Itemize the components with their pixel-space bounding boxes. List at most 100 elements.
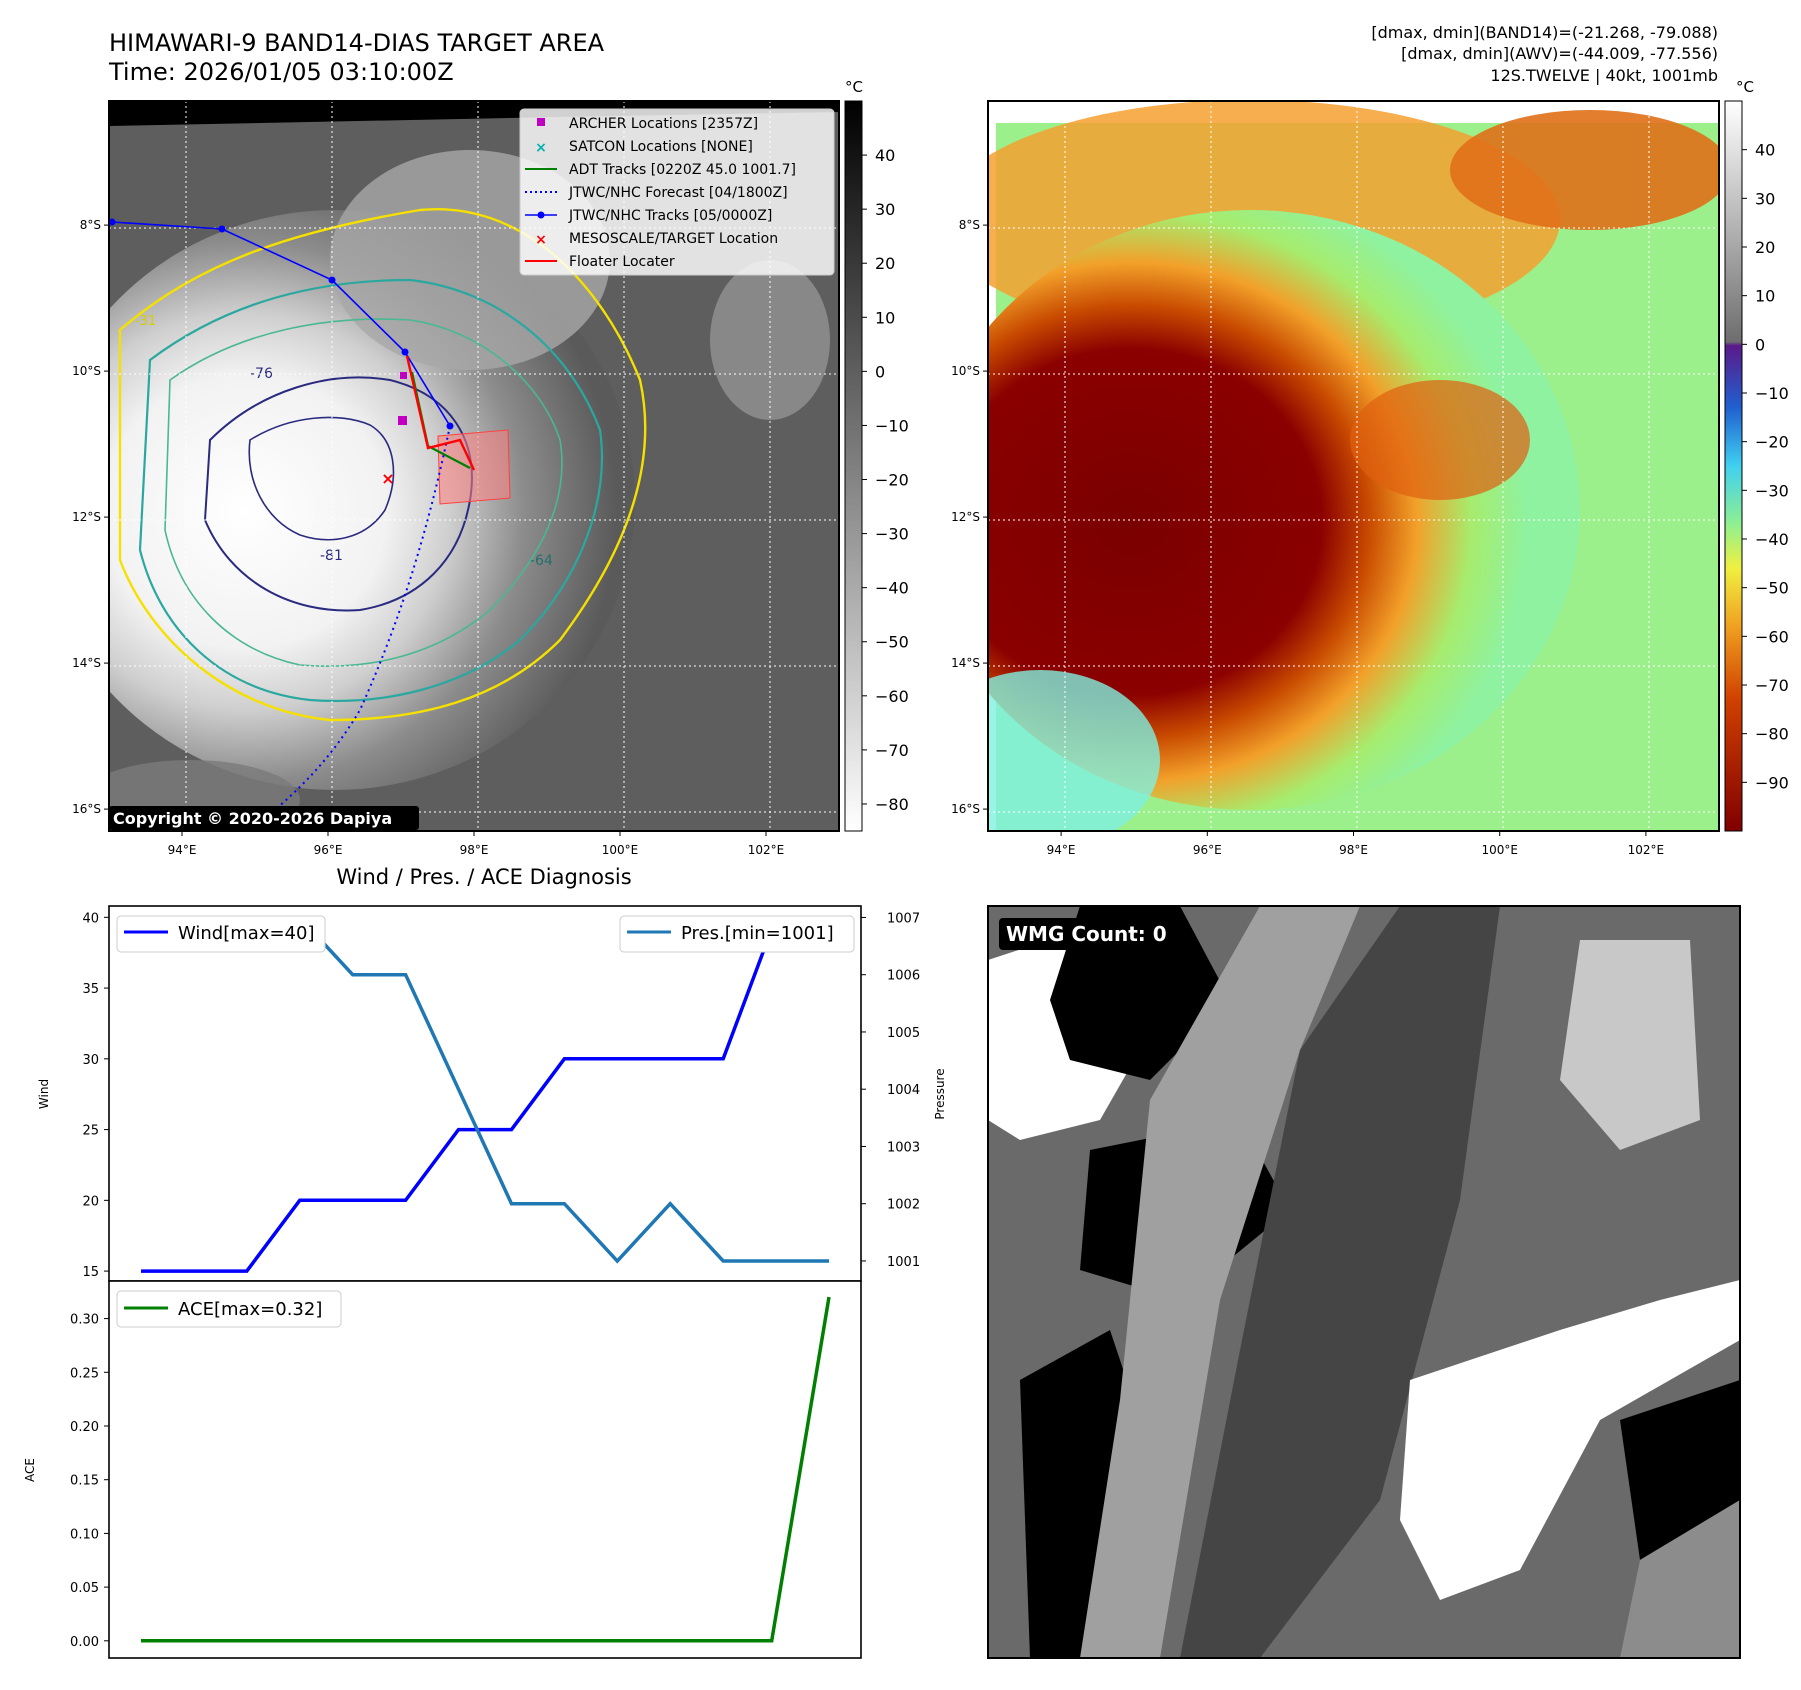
lon-tick-label: 94°E xyxy=(1047,843,1076,857)
lon-tick-label: 94°E xyxy=(168,843,197,857)
colorbar-tick-label: −10 xyxy=(1755,384,1789,403)
info-storm: 12S.TWELVE | 40kt, 1001mb xyxy=(1490,66,1718,85)
lon-tick-label: 96°E xyxy=(314,843,343,857)
wmg-count: WMG Count: 0 xyxy=(1006,922,1167,946)
wind-legend-label: Wind[max=40] xyxy=(178,923,315,944)
ace-legend-label: ACE[max=0.32] xyxy=(178,1299,322,1320)
lon-tick-label: 100°E xyxy=(602,843,639,857)
contour-label-64: -64 xyxy=(530,553,553,569)
lat-tick-label: 10°S xyxy=(72,364,101,378)
ace-series-line xyxy=(141,1296,831,1643)
info-band14: [dmax, dmin](BAND14)=(-21.268, -79.088) xyxy=(1371,23,1718,42)
ir-colorbar: °C 40 30 20 10 0 −10 −20 −30 −40 −50 −60 −70 −80 xyxy=(844,78,909,832)
wind-tick-label: 20 xyxy=(82,1194,99,1209)
pressure-tick-label: 1006 xyxy=(887,969,920,984)
lon-tick-label: 100°E xyxy=(1481,843,1518,857)
colorbar-tick-label: −20 xyxy=(875,471,909,490)
lat-tick-label: 14°S xyxy=(72,656,101,670)
lat-tick-label: 8°S xyxy=(80,218,101,232)
contour-minus-64 xyxy=(138,278,603,703)
pressure-tick-label: 1007 xyxy=(887,911,920,926)
legend-adt: ADT Tracks [0220Z 45.0 1001.7] xyxy=(569,162,796,178)
colorbar-tick-label: −80 xyxy=(1755,725,1789,744)
colorbar-tick-label: −60 xyxy=(875,687,909,706)
diagnosis-title: Wind / Pres. / ACE Diagnosis xyxy=(336,865,631,889)
legend-floater: Floater Locater xyxy=(569,254,675,270)
wmg-badge xyxy=(999,918,1179,950)
awv-core xyxy=(988,210,1580,810)
wmg-panel: WMG Count: 0 xyxy=(987,905,1741,1659)
ir-lon-ticks: 94°E 96°E 98°E 100°E 102°E xyxy=(168,831,784,857)
wind-axis-label: Wind xyxy=(37,1079,51,1109)
contour-label-81: -81 xyxy=(320,548,343,564)
colorbar-tick-label: 40 xyxy=(1755,141,1775,160)
lon-tick-label: 98°E xyxy=(1339,843,1368,857)
pressure-axis-label: Pressure xyxy=(933,1068,947,1119)
awv-lon-ticks: 94°E 96°E 98°E 100°E 102°E xyxy=(1047,831,1664,857)
legend-mesoscale: MESOSCALE/TARGET Location xyxy=(569,231,778,247)
contour-minus-81 xyxy=(248,416,395,541)
lat-tick-label: 8°S xyxy=(959,218,980,232)
colorbar-tick-label: −10 xyxy=(875,416,909,435)
colorbar-tick-label: −50 xyxy=(1755,579,1789,598)
ace-axis-ticks: 0.00 0.05 0.10 0.15 0.20 0.25 0.30 xyxy=(70,1313,109,1650)
wind-axis-ticks: 15 20 25 30 35 40 xyxy=(82,911,109,1280)
ace-tick-label: 0.00 xyxy=(70,1635,99,1650)
pressure-axis-ticks: 1001 1002 1003 1004 1005 1006 1007 xyxy=(861,911,920,1270)
legend-satcon: SATCON Locations [NONE] xyxy=(569,139,753,155)
jtwc-forecast xyxy=(249,425,451,831)
ir-panel: -31 -64 -76 -81 xyxy=(72,100,840,857)
colorbar-tick-label: −50 xyxy=(875,633,909,652)
colorbar-tick-label: 40 xyxy=(875,146,895,165)
colorbar-tick-label: −80 xyxy=(875,795,909,814)
legend-jtwc-forecast: JTWC/NHC Forecast [04/1800Z] xyxy=(568,185,788,201)
wind-tick-label: 25 xyxy=(82,1124,99,1139)
lat-tick-label: 12°S xyxy=(72,510,101,524)
wmg-light-band xyxy=(1080,906,1360,1658)
lat-tick-label: 14°S xyxy=(951,656,980,670)
wmg-black-southeast xyxy=(1620,1380,1740,1560)
legend-archer: ARCHER Locations [2357Z] xyxy=(569,116,758,132)
pressure-tick-label: 1001 xyxy=(887,1255,920,1270)
colorbar-tick-label: 20 xyxy=(1755,238,1775,257)
lat-tick-label: 16°S xyxy=(72,802,101,816)
contour-minus-31 xyxy=(118,207,647,722)
awv-colorbar-ticks: 40 30 20 10 0 −10 −20 −30 −40 −50 −60 −70 −80 −90 xyxy=(1742,141,1789,792)
legend-jtwc-tracks: JTWC/NHC Tracks [05/0000Z] xyxy=(568,208,772,224)
archer-location xyxy=(398,416,407,425)
pressure-tick-label: 1004 xyxy=(887,1083,920,1098)
contour-minus-64-inner xyxy=(164,318,563,667)
awv-panel: 94°E 96°E 98°E 100°E 102°E 8°S 10°S 12°S 14°S 16… xyxy=(951,100,1720,857)
colorbar-tick-label: 0 xyxy=(875,362,885,381)
awv-northeast-band xyxy=(1450,110,1719,230)
ace-tick-label: 0.30 xyxy=(70,1313,99,1328)
ace-panel: 0.00 0.05 0.10 0.15 0.20 0.25 0.30 ACE ACE[max… xyxy=(23,1280,862,1659)
colorbar-tick-label: −90 xyxy=(1755,773,1789,792)
pressure-tick-label: 1003 xyxy=(887,1140,920,1155)
ace-tick-label: 0.15 xyxy=(70,1474,99,1489)
lat-tick-label: 12°S xyxy=(951,510,980,524)
archer-location-2 xyxy=(400,372,407,379)
ace-tick-label: 0.25 xyxy=(70,1366,99,1381)
svg-text:×: × xyxy=(535,232,547,248)
colorbar-tick-label: −40 xyxy=(1755,530,1789,549)
awv-gridlines xyxy=(988,101,1719,831)
ace-legend: ACE[max=0.32] xyxy=(116,1290,342,1328)
colorbar-tick-label: 0 xyxy=(1755,335,1765,354)
wind-tick-label: 35 xyxy=(82,982,99,997)
wmg-light-northeast xyxy=(1560,940,1700,1150)
floater-locater xyxy=(405,355,476,471)
wmg-frame xyxy=(987,905,1741,1659)
figure-title: HIMAWARI-9 BAND14-DIAS TARGET AREA xyxy=(109,29,605,57)
ace-tick-label: 0.20 xyxy=(70,1420,99,1435)
colorbar-tick-label: −20 xyxy=(1755,433,1789,452)
svg-text:×: × xyxy=(535,140,547,156)
ir-legend: ARCHER Locations [2357Z] × SATCON Locati… xyxy=(519,108,835,276)
pressure-legend-label: Pres.[min=1001] xyxy=(681,923,834,944)
awv-colorbar: °C 40 30 20 10 0 −10 −20 −30 −40 −50 −60 −70 −80 −90 xyxy=(1724,78,1789,832)
lat-tick-label: 16°S xyxy=(951,802,980,816)
colorbar-tick-label: 10 xyxy=(1755,287,1775,306)
wind-series-line xyxy=(141,915,829,1273)
